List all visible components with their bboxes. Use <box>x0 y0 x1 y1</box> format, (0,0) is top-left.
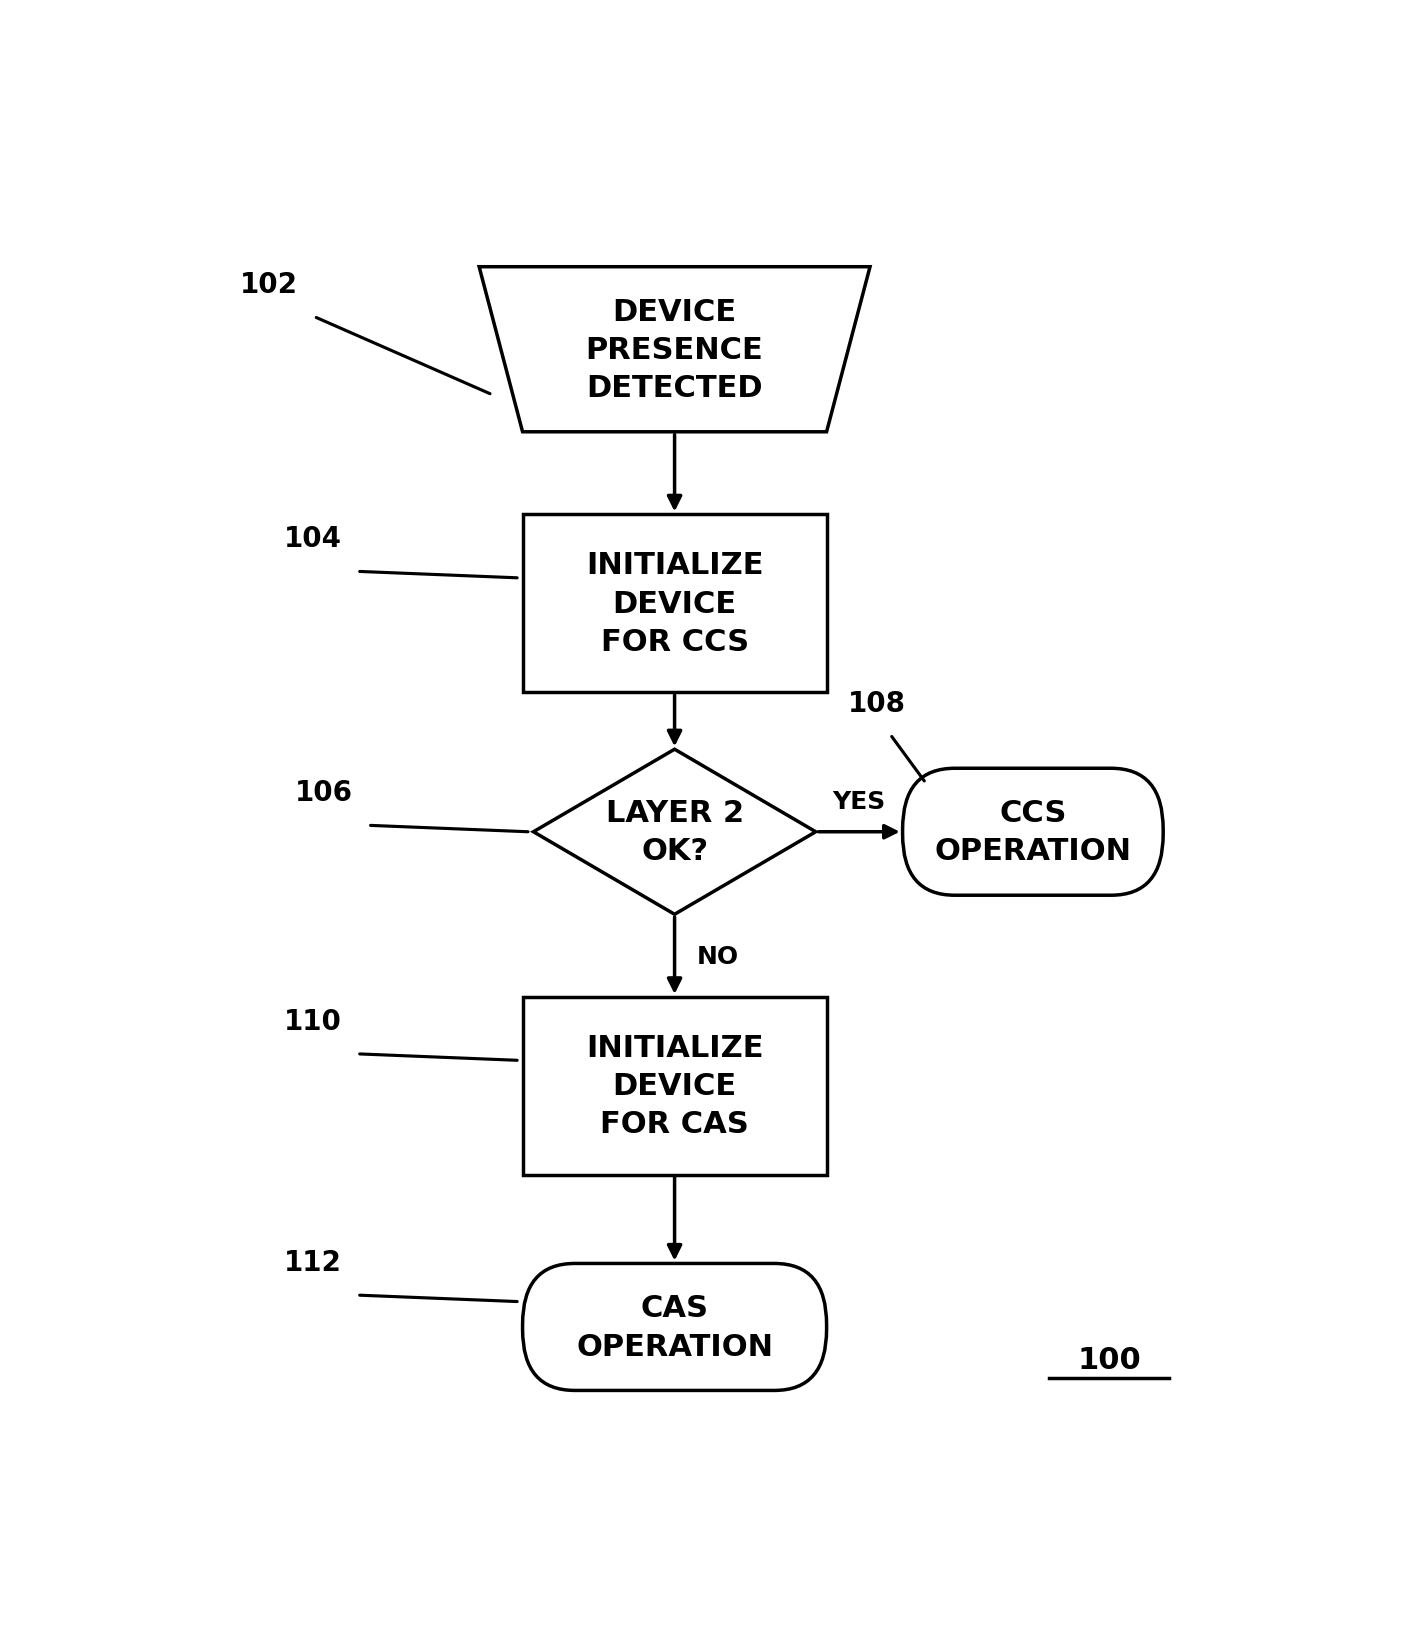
Text: 100: 100 <box>1077 1345 1140 1374</box>
Polygon shape <box>534 750 815 915</box>
Bar <box>523 997 827 1175</box>
Text: 102: 102 <box>241 272 298 300</box>
Text: 108: 108 <box>849 691 906 719</box>
Text: INITIALIZE
DEVICE
FOR CCS: INITIALIZE DEVICE FOR CCS <box>586 550 764 656</box>
Text: 110: 110 <box>283 1007 342 1035</box>
FancyBboxPatch shape <box>902 768 1163 895</box>
Text: LAYER 2
OK?: LAYER 2 OK? <box>605 799 744 865</box>
Text: INITIALIZE
DEVICE
FOR CAS: INITIALIZE DEVICE FOR CAS <box>586 1033 764 1139</box>
Text: 106: 106 <box>294 780 353 808</box>
Text: CAS
OPERATION: CAS OPERATION <box>576 1294 773 1361</box>
Text: DEVICE
PRESENCE
DETECTED: DEVICE PRESENCE DETECTED <box>586 297 764 402</box>
Text: 104: 104 <box>283 526 342 554</box>
Polygon shape <box>479 267 870 432</box>
Text: YES: YES <box>832 789 885 812</box>
Text: NO: NO <box>696 944 738 967</box>
FancyBboxPatch shape <box>523 1264 827 1391</box>
Text: 112: 112 <box>283 1249 342 1276</box>
Text: CCS
OPERATION: CCS OPERATION <box>934 799 1132 865</box>
Bar <box>523 514 827 692</box>
